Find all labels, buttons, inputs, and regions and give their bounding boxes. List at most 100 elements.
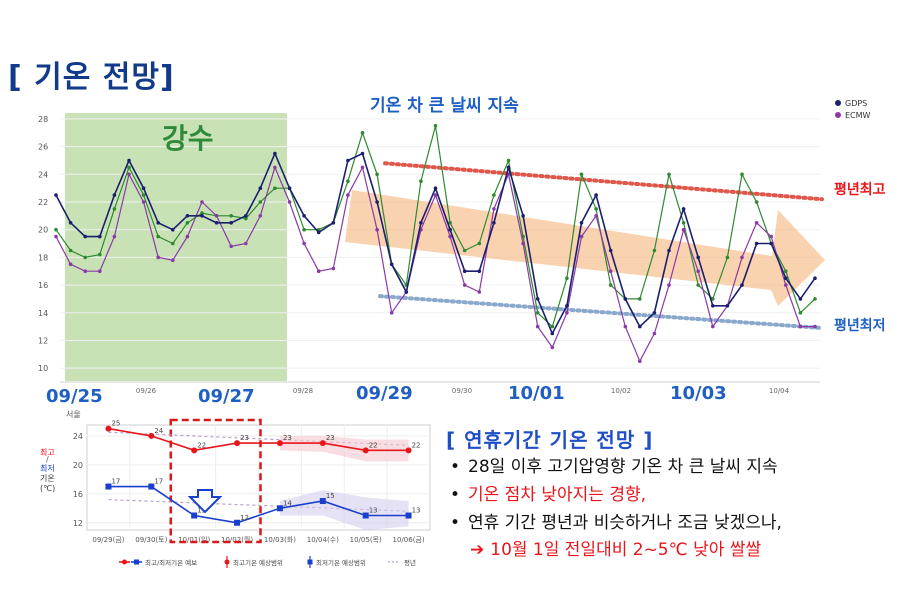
data-point — [594, 193, 598, 197]
data-point — [200, 200, 204, 204]
y-tick-label: 26 — [38, 143, 48, 152]
small-x-tick-label: 09/29(금) — [92, 536, 124, 544]
data-point — [506, 158, 511, 163]
data-point — [83, 255, 87, 260]
small-data-label: 17 — [111, 478, 120, 486]
y-axis-label-unit: (℃) — [40, 484, 55, 493]
small-x-tick-label: 10/04(수) — [307, 536, 339, 544]
small-y-tick-label: 12 — [73, 519, 83, 528]
data-point — [638, 297, 642, 301]
small-normal-max-line — [108, 431, 409, 446]
legend-range-min-dot — [307, 559, 313, 565]
data-point — [54, 227, 58, 232]
data-point — [550, 331, 555, 336]
small-data-label: 14 — [283, 499, 292, 507]
small-max-point — [319, 440, 326, 447]
data-point — [433, 186, 438, 190]
data-point — [68, 248, 73, 253]
data-point — [54, 234, 58, 239]
data-point — [98, 234, 102, 239]
y-tick-label: 18 — [38, 253, 48, 262]
small-y-tick-label: 24 — [73, 432, 83, 441]
legend-label: 평년 — [404, 558, 416, 567]
data-point — [798, 324, 803, 329]
data-point — [127, 172, 131, 177]
small-max-line — [108, 427, 409, 452]
data-point — [652, 331, 657, 336]
data-point — [244, 216, 248, 221]
data-point — [229, 221, 233, 225]
data-point — [68, 221, 73, 225]
data-point — [740, 255, 744, 260]
data-point — [433, 124, 438, 128]
highlight-box — [169, 418, 262, 544]
data-point — [565, 276, 569, 281]
data-point — [667, 283, 671, 287]
bullet-item: • 기온 점차 낮아지는 경향, — [450, 485, 647, 505]
y-tick-label: 12 — [38, 336, 48, 345]
data-point — [360, 165, 365, 170]
data-point — [784, 269, 788, 274]
y-tick-label: 28 — [38, 115, 48, 124]
data-point — [681, 227, 686, 232]
arrow-note-text: 10월 1일 전일대비 2~5℃ 낮아 쌀쌀 — [490, 540, 762, 560]
data-point — [302, 214, 306, 218]
y-tick-label: 16 — [38, 281, 48, 290]
small-x-tick-label: 09/30(토) — [135, 536, 167, 544]
data-point — [229, 244, 233, 249]
small-data-label: 13 — [412, 507, 421, 515]
small-data-label: 23 — [240, 434, 249, 442]
data-point — [448, 227, 452, 232]
small-max-point — [362, 447, 369, 454]
data-point — [521, 214, 525, 218]
data-point — [141, 193, 146, 197]
small-data-label: 23 — [326, 434, 335, 442]
small-min-point — [234, 519, 241, 526]
y-axis-label-max: 최고 — [40, 447, 55, 457]
date-label: 09/29 — [356, 383, 413, 404]
station-label: 서울 — [66, 410, 81, 419]
bullet-text: 연휴 기간 평년과 비슷하거나 조금 낮겠으나, — [468, 513, 782, 533]
small-min-point — [148, 483, 155, 490]
data-point — [506, 165, 511, 170]
data-point — [200, 214, 204, 218]
legend-label: 최저기온 예상범위 — [316, 558, 366, 567]
small-min-point — [105, 483, 112, 490]
data-point — [696, 269, 700, 274]
data-point — [273, 186, 277, 190]
small-max-point — [276, 440, 283, 447]
small-normal-min-line — [108, 498, 409, 512]
legend-label: 최고/최저기온 예보 — [145, 558, 197, 567]
panel-bullets: • 28일 이후 고기압영향 기온 차 큰 날씨 지속 • 기온 점차 낮아지는 경… — [450, 456, 782, 540]
data-point — [740, 172, 744, 177]
small-max-point — [405, 447, 412, 454]
rain-label: 강수 — [162, 122, 214, 155]
data-point — [448, 234, 452, 239]
data-point — [681, 221, 686, 225]
data-point — [813, 276, 817, 281]
data-point — [754, 221, 759, 225]
data-point — [127, 165, 131, 170]
panel-title: [ 연휴기간 기온 전망 ] — [446, 428, 654, 452]
data-point — [98, 252, 102, 257]
data-point — [112, 207, 117, 211]
x-tick-label: 09/28 — [293, 387, 313, 395]
data-point — [550, 324, 555, 329]
data-point — [214, 214, 219, 218]
legend-marker-gdps — [835, 100, 841, 106]
data-point — [769, 241, 773, 246]
data-point — [433, 193, 438, 197]
data-point — [141, 186, 146, 190]
data-point — [68, 262, 73, 267]
y-tick-label: 10 — [38, 364, 48, 373]
data-point — [331, 266, 336, 271]
small-max-point — [191, 447, 198, 454]
data-point — [404, 290, 409, 294]
small-data-label: 15 — [326, 492, 335, 500]
small-x-tick-label: 10/05(목) — [350, 536, 382, 544]
date-label: 10/03 — [670, 383, 727, 404]
data-point — [521, 241, 525, 246]
data-point — [681, 207, 686, 211]
legend-label-gdps: GDPS — [845, 99, 867, 108]
